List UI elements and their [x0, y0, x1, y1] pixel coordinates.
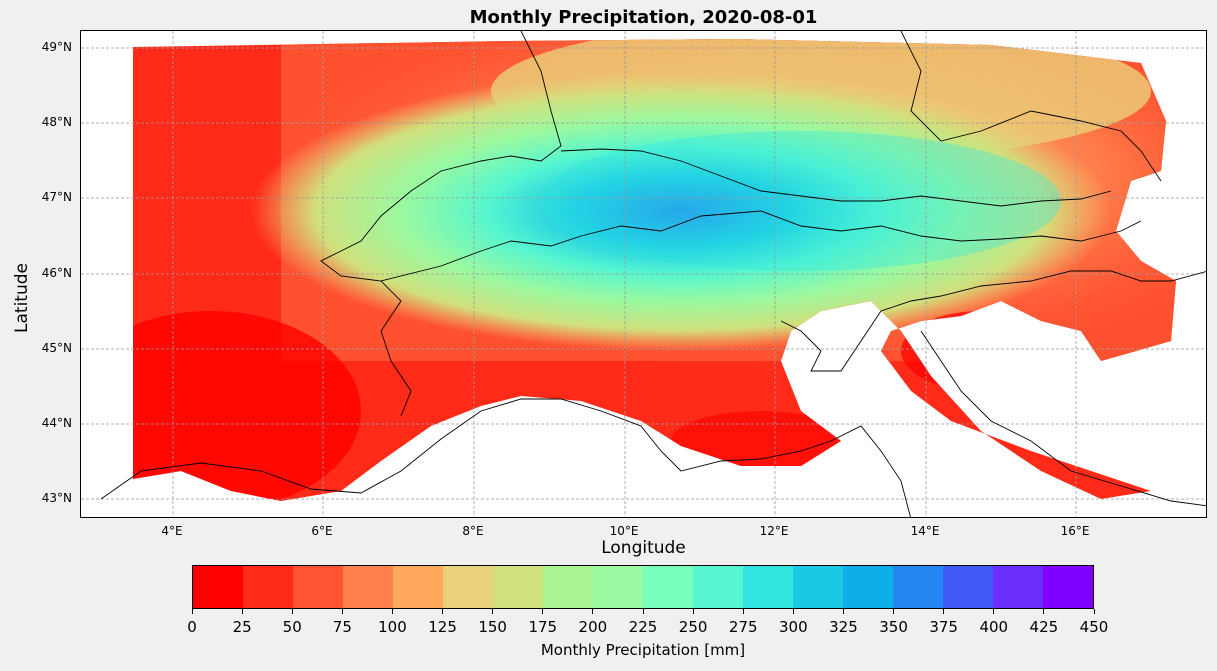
y-tick-45: 45°N — [41, 341, 72, 355]
colorbar-tickmark — [241, 609, 243, 614]
colorbar-tick-label: 200 — [578, 618, 608, 636]
precipitation-map — [81, 31, 1206, 517]
colorbar-tick-label: 75 — [332, 618, 352, 636]
y-axis-label: Latitude — [11, 263, 32, 333]
y-tick-44: 44°N — [41, 416, 72, 430]
colorbar-swatch — [743, 566, 793, 608]
colorbar-swatch — [193, 566, 243, 608]
colorbar-tickmark — [792, 609, 794, 614]
x-tick-8: 8°E — [462, 524, 484, 538]
colorbar-tick-label: 175 — [528, 618, 558, 636]
colorbar-swatch — [943, 566, 993, 608]
colorbar-tick-label: 225 — [628, 618, 658, 636]
colorbar-tick-label: 400 — [979, 618, 1009, 636]
colorbar-tickmark — [993, 609, 995, 614]
colorbar-swatch — [493, 566, 543, 608]
colorbar-tick-label: 300 — [779, 618, 808, 636]
x-tick-12: 12°E — [759, 524, 789, 538]
colorbar-tickmark — [642, 609, 644, 614]
colorbar-label: Monthly Precipitation [mm] — [540, 641, 746, 659]
x-tick-14: 14°E — [910, 524, 940, 538]
colorbar-tickmark — [1043, 609, 1045, 614]
x-tick-4: 4°E — [161, 524, 183, 538]
colorbar-swatch — [893, 566, 943, 608]
gridlines — [81, 31, 1206, 517]
colorbar-tick-label: 100 — [378, 618, 407, 636]
colorbar-tickmark — [191, 609, 193, 614]
colorbar-swatch — [293, 566, 343, 608]
x-tick-16: 16°E — [1060, 524, 1090, 538]
colorbar-tick-label: 450 — [1079, 618, 1109, 636]
colorbar-tickmark — [1093, 609, 1095, 614]
colorbar-tick-label: 375 — [929, 618, 958, 636]
colorbar-swatch — [793, 566, 843, 608]
colorbar-tick-label: 50 — [282, 618, 302, 636]
colorbar-tickmark — [742, 609, 744, 614]
borders-coastline — [100, 31, 1206, 517]
colorbar-swatch — [443, 566, 493, 608]
x-tick-6: 6°E — [311, 524, 333, 538]
colorbar-tick-label: 425 — [1029, 618, 1059, 636]
y-tick-47: 47°N — [41, 190, 72, 204]
colorbar-tick-label: 0 — [187, 618, 197, 636]
colorbar-swatch — [393, 566, 443, 608]
colorbar-swatch — [643, 566, 693, 608]
colorbar-swatch — [343, 566, 393, 608]
colorbar-tickmark — [692, 609, 694, 614]
colorbar-tickmark — [341, 609, 343, 614]
colorbar-swatch — [843, 566, 893, 608]
colorbar-swatch — [593, 566, 643, 608]
colorbar-tick-label: 25 — [232, 618, 252, 636]
map-plot-area[interactable] — [80, 30, 1207, 518]
colorbar-tickmark — [592, 609, 594, 614]
colorbar-tickmark — [943, 609, 945, 614]
chart-title: Monthly Precipitation, 2020-08-01 — [469, 7, 818, 28]
colorbar-tickmark — [542, 609, 544, 614]
y-tick-43: 43°N — [41, 491, 72, 505]
x-tick-10: 10°E — [609, 524, 639, 538]
colorbar-tickmark — [442, 609, 444, 614]
x-axis-label: Longitude — [601, 538, 686, 558]
colorbar-swatch — [1043, 566, 1093, 608]
colorbar-tick-label: 250 — [678, 618, 708, 636]
colorbar-tickmark — [391, 609, 393, 614]
colorbar-swatch — [993, 566, 1043, 608]
colorbar-swatch — [243, 566, 293, 608]
y-tick-49: 49°N — [41, 40, 72, 54]
colorbar-tick-label: 275 — [728, 618, 758, 636]
colorbar-tickmark — [893, 609, 895, 614]
colorbar-swatch — [543, 566, 593, 608]
colorbar — [192, 565, 1094, 609]
colorbar-tickmark — [492, 609, 494, 614]
colorbar-tick-label: 325 — [829, 618, 858, 636]
colorbar-tick-label: 150 — [478, 618, 507, 636]
colorbar-tick-label: 350 — [879, 618, 908, 636]
colorbar-swatch — [693, 566, 743, 608]
colorbar-tickmark — [842, 609, 844, 614]
y-tick-46: 46°N — [41, 266, 72, 280]
colorbar-tick-label: 125 — [428, 618, 457, 636]
colorbar-tickmark — [291, 609, 293, 614]
y-tick-48: 48°N — [41, 115, 72, 129]
